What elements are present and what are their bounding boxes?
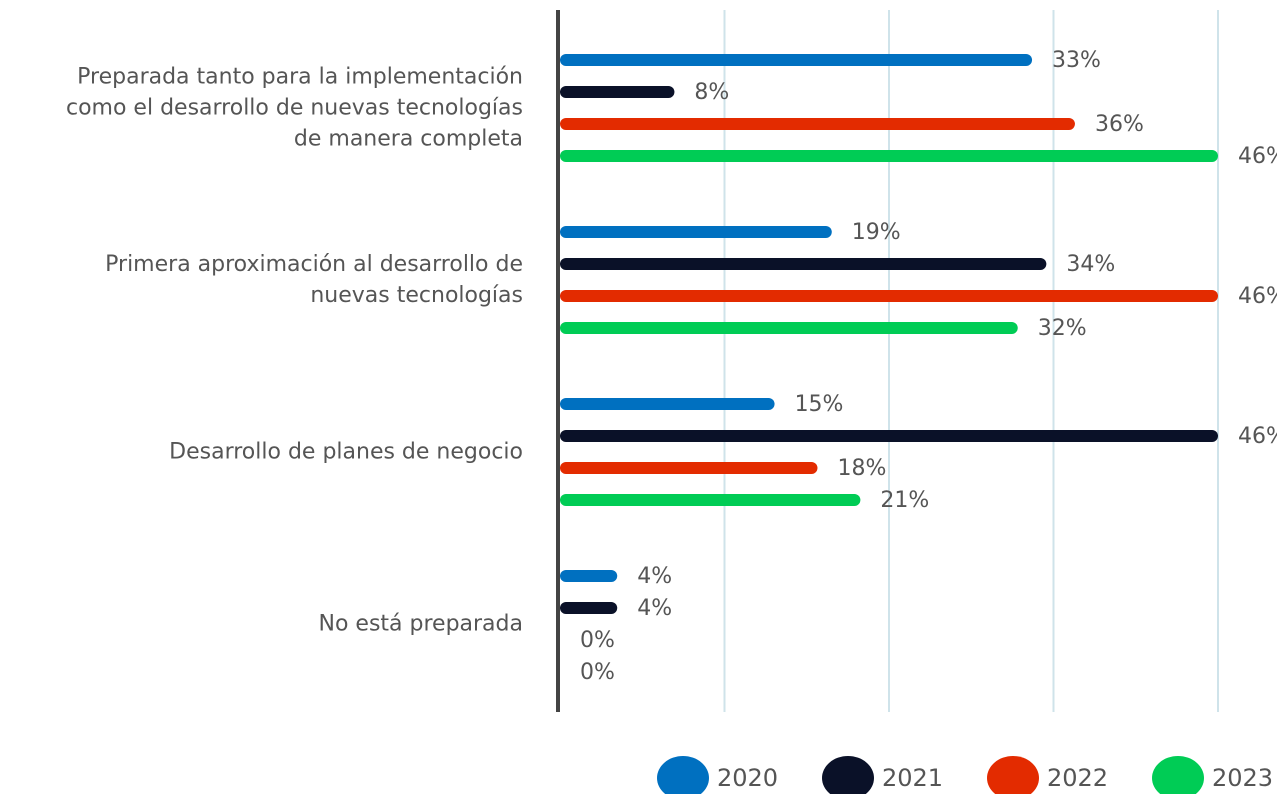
legend-label: 2022 [1047, 764, 1108, 792]
bar [560, 150, 1218, 162]
value-label: 32% [1038, 316, 1087, 341]
value-label: 0% [580, 628, 615, 653]
legend-label: 2023 [1212, 764, 1273, 792]
bar [560, 86, 675, 98]
value-label: 4% [637, 564, 672, 589]
value-label: 0% [580, 660, 615, 685]
value-label: 4% [637, 596, 672, 621]
value-label: 21% [880, 488, 929, 513]
category-label: Desarrollo de planes de negocio [169, 439, 523, 465]
value-label: 34% [1066, 252, 1115, 277]
bar [560, 322, 1018, 334]
legend-label: 2021 [882, 764, 943, 792]
legend-marker [1152, 756, 1204, 794]
value-label: 8% [694, 80, 729, 105]
legend-marker [822, 756, 874, 794]
bar [560, 290, 1218, 302]
value-label: 19% [852, 220, 901, 245]
bar [560, 430, 1218, 442]
bar [560, 494, 861, 506]
bar [560, 398, 775, 410]
value-label: 33% [1052, 48, 1101, 73]
value-label: 18% [837, 456, 886, 481]
bar [560, 258, 1047, 270]
bar [560, 602, 618, 614]
bar [560, 226, 832, 238]
bar [560, 118, 1075, 130]
value-label: 15% [795, 392, 844, 417]
legend-label: 2020 [717, 764, 778, 792]
value-label: 46% [1238, 144, 1277, 169]
value-label: 46% [1238, 284, 1277, 309]
bar [560, 462, 818, 474]
category-label: Primera aproximación al desarrollo de nu… [105, 252, 523, 308]
value-label: 46% [1238, 424, 1277, 449]
value-label: 36% [1095, 112, 1144, 137]
category-label: No está preparada [318, 611, 524, 637]
legend-marker [987, 756, 1039, 794]
bar [560, 54, 1033, 66]
bar [560, 570, 618, 582]
legend-marker [657, 756, 709, 794]
category-label: Preparada tanto para la implementación c… [65, 64, 523, 152]
